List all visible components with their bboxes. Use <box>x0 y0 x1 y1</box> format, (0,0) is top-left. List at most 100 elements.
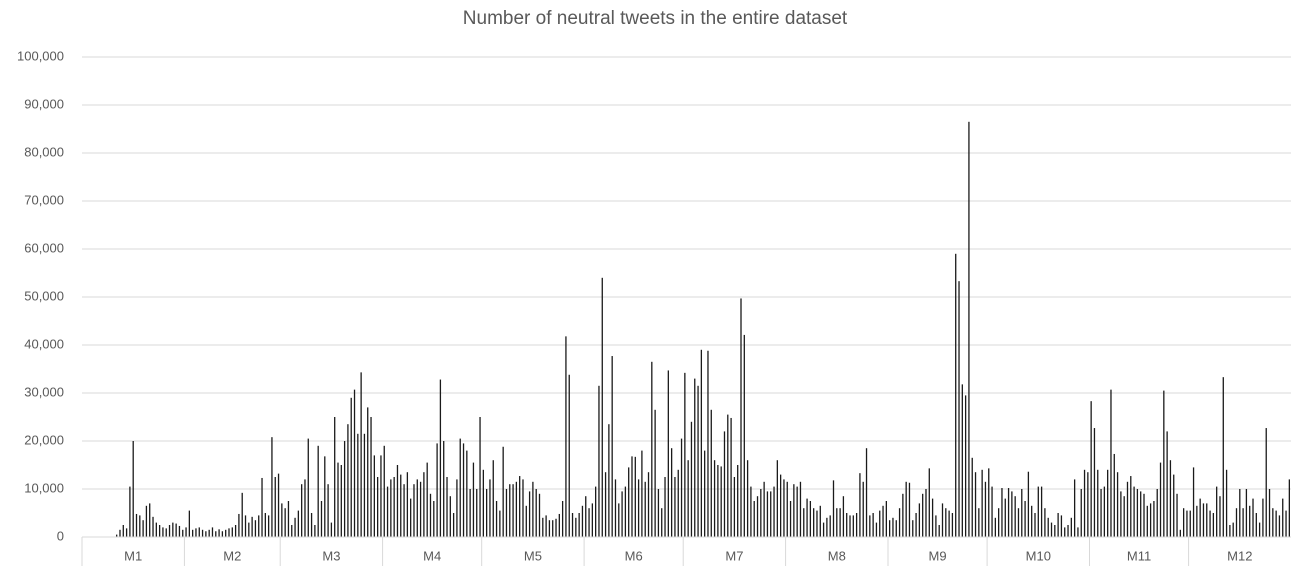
bar <box>935 515 937 537</box>
bar <box>337 462 339 537</box>
bar <box>727 414 729 537</box>
bar <box>561 501 564 537</box>
bar <box>624 486 627 537</box>
bar <box>1126 481 1129 537</box>
bar <box>892 517 894 537</box>
bar <box>813 508 815 537</box>
y-tick-label: 50,000 <box>24 288 64 303</box>
bar <box>419 481 422 537</box>
bar <box>565 336 567 537</box>
bar <box>1222 377 1224 537</box>
y-tick-label: 100,000 <box>17 48 64 63</box>
bar <box>793 484 795 537</box>
bar <box>684 372 686 537</box>
bar <box>723 431 726 537</box>
bar <box>165 528 167 537</box>
bar <box>1077 527 1079 537</box>
bar <box>119 529 121 537</box>
bar <box>1206 503 1208 537</box>
bar <box>373 455 375 537</box>
bar <box>357 433 359 537</box>
bar <box>1017 508 1020 537</box>
bar <box>925 489 927 537</box>
bar <box>152 516 154 537</box>
bar <box>700 349 703 537</box>
bar <box>978 508 980 537</box>
bar <box>327 484 329 537</box>
bar <box>231 527 233 537</box>
bar <box>310 513 313 537</box>
bar <box>1235 508 1238 537</box>
bar <box>555 518 557 537</box>
bar <box>297 510 300 537</box>
bar <box>1007 488 1010 537</box>
bar <box>1067 525 1069 537</box>
bar <box>766 491 769 537</box>
bar <box>1176 493 1178 537</box>
bar <box>855 513 858 537</box>
y-tick-label: 20,000 <box>24 432 64 447</box>
bar <box>519 476 521 537</box>
bar <box>885 501 887 537</box>
bar <box>1107 469 1109 537</box>
bar <box>704 450 706 537</box>
bar <box>509 484 511 537</box>
bar <box>1031 505 1033 537</box>
bar <box>912 520 914 537</box>
bar <box>611 356 613 537</box>
bar <box>528 491 531 537</box>
bar <box>221 531 224 537</box>
bar <box>740 298 742 537</box>
bar <box>1070 517 1072 537</box>
bar <box>1186 510 1188 537</box>
bar <box>350 397 352 537</box>
bar <box>770 491 772 537</box>
bar <box>644 481 646 537</box>
bar <box>1021 489 1023 537</box>
bar <box>1225 469 1228 537</box>
bar <box>647 472 650 537</box>
bar <box>1156 489 1158 537</box>
bar <box>595 486 597 537</box>
bar <box>578 513 580 537</box>
bar <box>1179 529 1181 537</box>
bar <box>779 474 782 537</box>
bar <box>182 529 184 537</box>
bar <box>1166 431 1168 537</box>
bar <box>320 501 323 537</box>
x-group-label: M6 <box>625 548 643 563</box>
bar <box>393 477 395 537</box>
bar <box>1268 489 1271 537</box>
bar <box>799 481 802 537</box>
bar <box>228 528 230 537</box>
bar <box>661 508 663 537</box>
bar <box>304 479 306 537</box>
bar <box>472 462 475 537</box>
bar <box>522 479 524 537</box>
bar <box>819 505 821 537</box>
bar <box>238 513 240 537</box>
bar <box>694 378 696 537</box>
y-tick-label: 0 <box>57 528 64 543</box>
bar <box>466 450 468 537</box>
bar <box>376 477 379 537</box>
bar <box>1014 496 1016 537</box>
bar <box>836 508 838 537</box>
bar <box>433 501 435 537</box>
bar <box>499 510 501 537</box>
bar <box>155 522 157 537</box>
bar <box>707 350 709 537</box>
bar <box>330 522 333 537</box>
y-tick-label: 80,000 <box>24 144 64 159</box>
bar <box>822 522 825 537</box>
bar <box>178 525 181 537</box>
bar <box>486 489 488 537</box>
bar <box>334 417 336 537</box>
bar <box>915 513 917 537</box>
bar <box>1110 389 1112 537</box>
bar <box>713 460 716 537</box>
bar <box>244 515 247 537</box>
bar <box>1275 510 1277 537</box>
bar <box>505 489 508 537</box>
bar <box>456 479 458 537</box>
